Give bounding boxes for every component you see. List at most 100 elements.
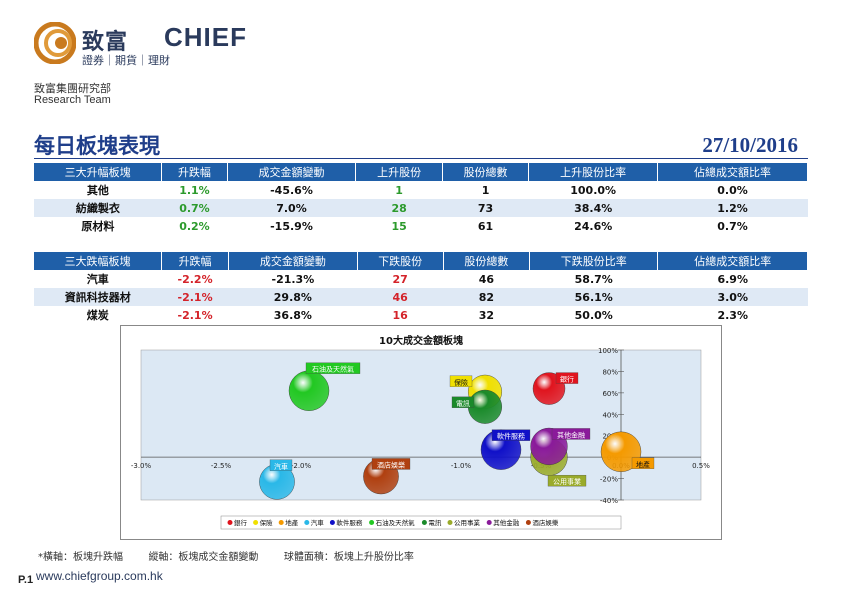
change-pct: -2.1% [177, 308, 213, 322]
brand-name-en: CHIEF [164, 22, 247, 52]
bubble-label-box [631, 457, 655, 469]
column-header: 下跌股份比率 [529, 252, 659, 270]
legend-swatch [421, 520, 427, 525]
legend-item: 電訊 [428, 518, 442, 527]
turnover-change: -45.6% [270, 183, 313, 197]
legend-swatch [525, 520, 531, 525]
table-header-row: 三大跌幅板塊 升跌幅 成交金額變動 下跌股份 股份總數 下跌股份比率 佔總成交額… [34, 252, 808, 270]
legend-item: 公用事業 [454, 518, 481, 527]
y-tick-label: 60% [602, 390, 618, 398]
legend-item: 銀行 [234, 518, 248, 527]
sector-name: 其他 [86, 184, 109, 197]
falling-count: 16 [392, 308, 408, 322]
falling-count: 46 [357, 288, 444, 306]
bubble-chart: 10大成交金額板塊 -3.0%-2.5%-2.0%-1.5%-1.0%-0.5%… [131, 334, 710, 530]
bubble-label: 保險 [454, 378, 468, 387]
change-pct: 1.1% [179, 183, 210, 197]
chart-title: 10大成交金額板塊 [379, 334, 463, 347]
legend-item: 保險 [260, 518, 274, 527]
turnover-change: -21.3% [271, 272, 315, 286]
column-header: 佔總成交額比率 [657, 252, 808, 270]
chief-swirl-icon [34, 22, 76, 64]
column-header: 股份總數 [442, 163, 530, 181]
legend-item: 酒店娛樂 [532, 518, 559, 527]
footnote-y: 縱軸：板塊成交金額變動 [148, 552, 259, 563]
website-link[interactable]: www.chiefgroup.com.hk [36, 569, 163, 583]
bubble-label-box [547, 474, 587, 487]
y-tick-label: -40% [600, 497, 618, 505]
chart-legend [220, 515, 622, 530]
turnover-change: 36.8% [273, 308, 312, 322]
table-row: 其他 1.1% -45.6% 1 1 100.0% 0.0% [34, 181, 808, 199]
falling-count: 27 [392, 272, 408, 286]
top-sectors-table: 三大升幅板塊 升跌幅 成交金額變動 上升股份 股份總數 上升股份比率 佔總成交額… [34, 163, 808, 235]
rising-ratio: 24.6% [574, 219, 613, 233]
total-count: 32 [478, 308, 495, 322]
bubble-label-box [305, 362, 361, 374]
legend-item: 地產 [285, 518, 299, 527]
footnote-x: *橫軸：板塊升跌幅 [38, 552, 123, 563]
bubble-chart-frame: 10大成交金額板塊 -3.0%-2.5%-2.0%-1.5%-1.0%-0.5%… [120, 325, 722, 540]
rising-count: 28 [355, 199, 443, 217]
bubble-label-box [371, 458, 411, 470]
legend-swatch [329, 520, 335, 525]
legend-item: 其他金融 [493, 518, 520, 527]
bubble-label: 其他金融 [557, 430, 585, 439]
brand-name-cn: 致富 [82, 30, 129, 55]
turnover-share: 1.2% [657, 199, 808, 217]
change-pct: 0.2% [179, 219, 210, 233]
change-pct: -2.1% [161, 288, 229, 306]
bubble-label: 電訊 [456, 399, 470, 408]
footnote-bubble: 球體面積：板塊上升股份比率 [283, 552, 414, 563]
table-row: 煤炭 -2.1% 36.8% 16 32 50.0% 2.3% [34, 306, 808, 324]
y-tick-label: 80% [602, 368, 618, 376]
bubble-5 [288, 370, 330, 411]
bubble-label-box [269, 459, 293, 471]
bubble-label-box [449, 375, 473, 387]
department-name: 致富集團研究部 [34, 82, 111, 95]
bubble-label: 公用事業 [553, 477, 581, 486]
column-header: 股份總數 [443, 252, 531, 270]
total-count: 73 [442, 199, 529, 217]
legend-swatch [278, 520, 284, 525]
turnover-change: 7.0% [227, 199, 356, 217]
legend-swatch [369, 520, 375, 525]
column-header: 三大跌幅板塊 [34, 252, 162, 270]
column-header: 三大升幅板塊 [34, 163, 163, 181]
turnover-share: 0.7% [717, 219, 748, 233]
x-tick-label: -2.5% [211, 462, 232, 470]
x-tick-label: -1.0% [451, 462, 472, 470]
bubble-label: 銀行 [560, 375, 574, 384]
bubble-2 [600, 431, 642, 472]
change-pct: 0.7% [161, 199, 228, 217]
bubble-label-box [551, 428, 591, 440]
turnover-share: 3.0% [657, 288, 808, 306]
table-row: 資訊科技器材 -2.1% 29.8% 46 82 56.1% 3.0% [34, 288, 808, 306]
change-pct: -2.2% [177, 272, 213, 286]
falling-ratio: 58.7% [574, 272, 613, 286]
report-date: 27/10/2016 [702, 133, 798, 157]
bubble-label: 汽車 [274, 462, 288, 471]
bubble-label: 地產 [636, 460, 650, 469]
turnover-share: 2.3% [717, 308, 748, 322]
falling-ratio: 50.0% [574, 308, 613, 322]
bubble-label: 石油及天然氣 [312, 365, 354, 374]
column-header: 佔總成交額比率 [657, 163, 808, 181]
legend-item: 軟件服務 [336, 518, 363, 527]
legend-swatch [227, 520, 233, 525]
y-tick-label: 100% [598, 347, 618, 355]
y-tick-label: 40% [602, 411, 618, 419]
total-count: 82 [443, 288, 530, 306]
total-count: 61 [477, 219, 494, 233]
rising-count: 1 [395, 183, 403, 197]
table-row: 紡織製衣 0.7% 7.0% 28 73 38.4% 1.2% [34, 199, 808, 217]
bubble-label-box [555, 372, 579, 384]
title-divider [34, 158, 808, 159]
brand-subtitle: 證券｜期貨｜理財 [82, 54, 170, 67]
column-header: 上升股份比率 [528, 163, 659, 181]
y-tick-label: -20% [600, 476, 618, 484]
x-tick-label: -2.0% [291, 462, 312, 470]
total-count: 1 [481, 183, 490, 197]
sector-name: 資訊科技器材 [34, 288, 162, 306]
turnover-share: 6.9% [717, 272, 748, 286]
